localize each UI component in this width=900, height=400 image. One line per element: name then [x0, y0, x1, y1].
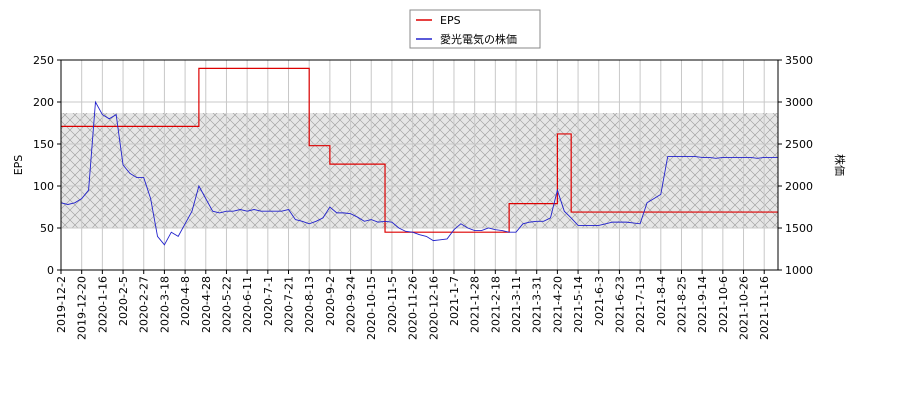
x-tick-label: 2021-5-14 — [572, 276, 585, 333]
x-tick-label: 2020-2-27 — [138, 276, 151, 333]
x-tick-label: 2021-11-16 — [758, 276, 771, 340]
legend-label: 愛光電気の株価 — [440, 32, 517, 46]
x-tick-label: 2020-10-15 — [365, 276, 378, 340]
legend-label: EPS — [440, 14, 461, 27]
x-tick-label: 2021-1-7 — [448, 276, 461, 326]
y2-tick-label: 2000 — [785, 180, 813, 193]
y-tick-label: 200 — [33, 96, 54, 109]
x-tick-label: 2021-10-26 — [738, 276, 751, 340]
series-line — [61, 67, 778, 233]
x-tick-label: 2021-6-23 — [613, 276, 626, 333]
x-tick-label: 2021-9-14 — [696, 276, 709, 333]
x-tick-label: 2021-3-31 — [531, 276, 544, 333]
x-tick-label: 2021-3-11 — [510, 276, 523, 333]
x-tick-label: 2020-7-1 — [262, 276, 275, 326]
x-tick-label: 2020-1-16 — [96, 276, 109, 333]
x-tick-label: 2020-6-11 — [241, 276, 254, 333]
shaded-band — [61, 113, 778, 228]
y-axis-label: EPS — [12, 155, 25, 176]
y2-tick-label: 3500 — [785, 54, 813, 67]
x-tick-label: 2020-9-2 — [324, 276, 337, 326]
y2-tick-label: 2500 — [785, 138, 813, 151]
x-tick-label: 2021-1-28 — [469, 276, 482, 333]
plot-frame — [60, 59, 779, 271]
x-tick-label: 2020-9-24 — [345, 276, 358, 333]
x-tick-label: 2020-3-18 — [158, 276, 171, 333]
x-tick-label: 2020-8-13 — [303, 276, 316, 333]
series-line — [60, 100, 778, 246]
x-tick-label: 2020-7-21 — [283, 276, 296, 333]
y-tick-label: 0 — [47, 264, 54, 277]
y-tick-label: 150 — [33, 138, 54, 151]
legend: EPS 愛光電気の株価 — [409, 9, 541, 49]
x-tick-label: 2020-4-8 — [179, 276, 192, 326]
y2-tick-label: 3000 — [785, 96, 813, 109]
y-tick-label: 100 — [33, 180, 54, 193]
y-tick-label: 250 — [33, 54, 54, 67]
x-tick-label: 2021-10-6 — [717, 276, 730, 333]
y2-axis-label: 株価 — [833, 154, 847, 176]
x-tick-label: 2020-4-28 — [200, 276, 213, 333]
x-tick-label: 2021-8-25 — [675, 276, 688, 333]
x-tick-label: 2021-4-20 — [551, 276, 564, 333]
x-tick-label: 2021-8-4 — [655, 276, 668, 326]
x-tick-label: 2020-5-22 — [220, 276, 233, 333]
x-tick-label: 2021-6-3 — [593, 276, 606, 326]
x-tick-label: 2020-11-26 — [407, 276, 420, 340]
x-tick-label: 2020-2-5 — [117, 276, 130, 326]
x-tick-label: 2019-12-20 — [76, 276, 89, 340]
y-tick-label: 50 — [40, 222, 54, 235]
x-tick-label: 2020-11-5 — [386, 276, 399, 333]
x-tick-label: 2020-12-16 — [427, 276, 440, 340]
legend-box — [409, 9, 541, 49]
x-tick-label: 2019-12-2 — [55, 276, 68, 333]
y2-tick-label: 1500 — [785, 222, 813, 235]
x-tick-label: 2021-2-18 — [489, 276, 502, 333]
x-tick-label: 2021-7-13 — [634, 276, 647, 333]
y2-tick-label: 1000 — [785, 264, 813, 277]
